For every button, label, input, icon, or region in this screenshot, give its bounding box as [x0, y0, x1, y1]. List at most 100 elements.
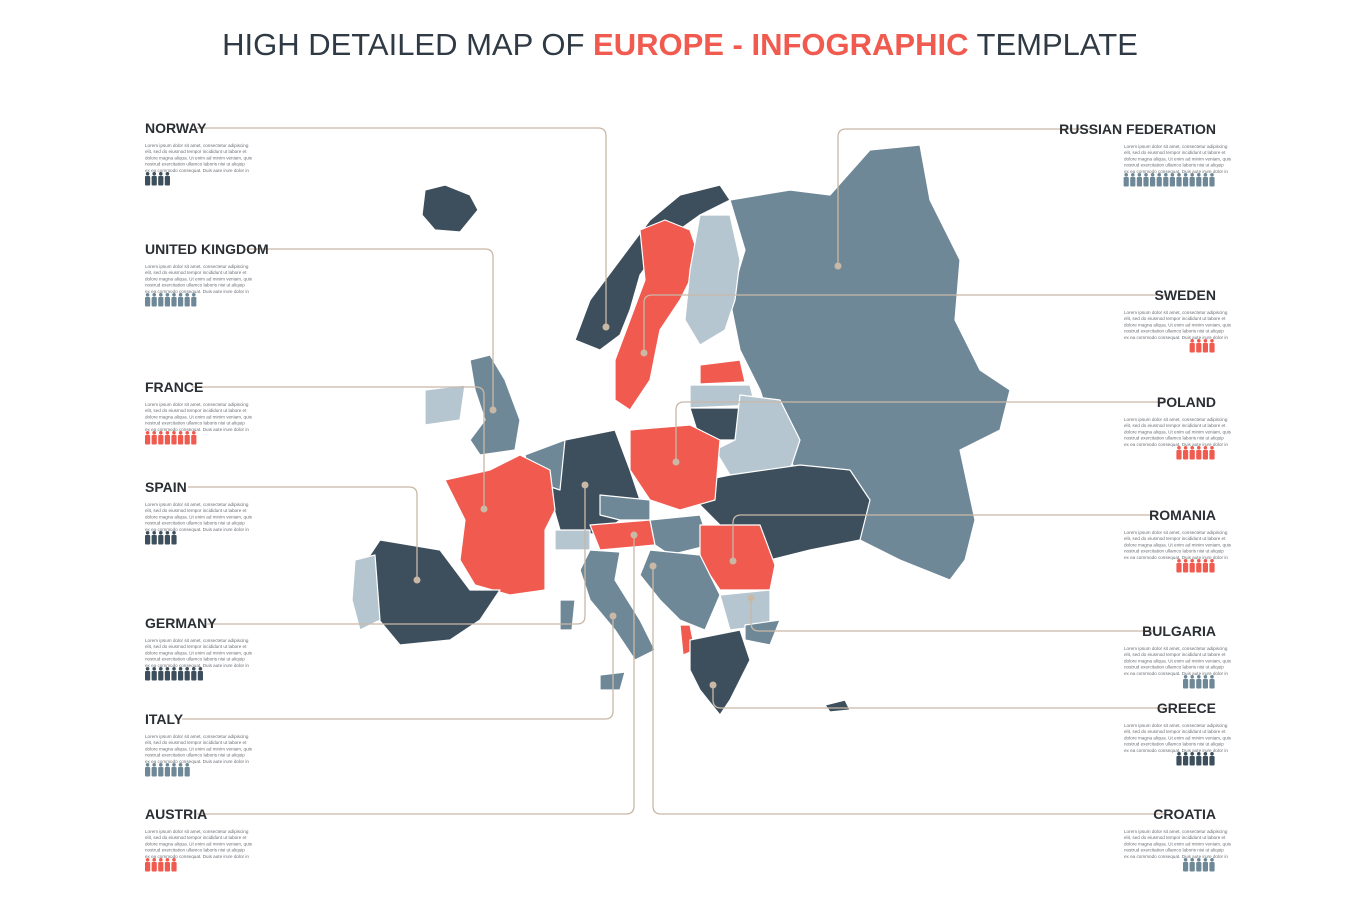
turkey [744, 619, 781, 646]
person-icon [151, 858, 157, 872]
person-head [1210, 446, 1214, 450]
person-icon [164, 172, 170, 186]
person-body [145, 671, 151, 681]
person-head [1170, 173, 1175, 177]
leader-line [675, 401, 1166, 462]
description-line: nostrud exercitation ullamco laboris nis… [145, 421, 245, 426]
person-head [159, 858, 163, 862]
person-body [1189, 862, 1195, 872]
person-body [197, 671, 203, 681]
person-head [152, 858, 156, 862]
description-line: dolore magna aliqua. Ut enim ad minim ve… [1124, 542, 1232, 547]
people-row [145, 531, 177, 545]
person-icon [158, 172, 164, 186]
sardinia [559, 599, 576, 631]
person-icon [1189, 339, 1195, 353]
person-icon [1209, 752, 1215, 766]
person-icon [171, 293, 177, 307]
person-body [1196, 450, 1202, 460]
marker-dot [630, 531, 638, 539]
description-line: elit, sed do eiusmod tempor incididunt u… [1124, 316, 1226, 321]
person-head [1183, 675, 1188, 679]
description-line: Lorem ipsum dolor sit amet, consectetur … [1124, 723, 1228, 728]
marker-dot [729, 557, 737, 565]
description-line: Lorem ipsum dolor sit amet, consectetur … [145, 502, 249, 507]
person-head [1137, 173, 1142, 177]
person-head [145, 667, 150, 671]
country-label: SPAIN [145, 479, 187, 495]
description-line: elit, sed do eiusmod tempor incididunt u… [1124, 150, 1226, 155]
person-icon [184, 431, 190, 445]
description-line: nostrud exercitation ullamco laboris nis… [1124, 436, 1224, 441]
person-icon [171, 531, 177, 545]
person-head [1197, 173, 1201, 177]
person-body [1176, 563, 1182, 573]
description-line: dolore magna aliqua. Ut enim ad minim ve… [145, 841, 253, 846]
country-block: SWEDEN Lorem ipsum dolor sit amet, consec… [1124, 287, 1232, 353]
person-body [191, 297, 197, 307]
person-head [1203, 173, 1208, 177]
person-body [158, 535, 164, 545]
people-row [145, 858, 177, 872]
person-head [145, 431, 150, 435]
person-icon [164, 431, 170, 445]
person-icon [145, 763, 151, 777]
leader-line [750, 598, 1155, 632]
person-head [1210, 675, 1214, 679]
country-block: RUSSIAN FEDERATION Lorem ipsum dolor sit … [1059, 121, 1232, 187]
person-icon [1209, 446, 1215, 460]
person-head [159, 667, 163, 671]
country-label: CROATIA [1153, 806, 1216, 822]
marker-dot [413, 576, 421, 584]
description-line: dolore magna aliqua. Ut enim ad minim ve… [1124, 156, 1232, 161]
person-icon [1209, 339, 1215, 353]
person-head [1144, 173, 1148, 177]
austria [589, 519, 656, 551]
description-line: dolore magna aliqua. Ut enim ad minim ve… [145, 514, 253, 519]
country-block: BULGARIA Lorem ipsum dolor sit amet, cons… [1124, 623, 1232, 689]
title-part: TEMPLATE [969, 27, 1138, 62]
person-icon [164, 763, 170, 777]
person-icon [158, 667, 164, 681]
person-icon [1130, 173, 1136, 187]
country-label: UNITED KINGDOM [145, 241, 269, 257]
country-block: CROATIA Lorem ipsum dolor sit amet, conse… [1124, 806, 1232, 872]
person-icon [1176, 559, 1182, 573]
country-label: RUSSIAN FEDERATION [1059, 121, 1216, 137]
marker-dot [747, 594, 755, 602]
person-head [159, 531, 163, 535]
person-icon [158, 293, 164, 307]
person-icon [171, 667, 177, 681]
description-line: ex ea commodo consequat. Duis aute irure… [145, 527, 249, 532]
person-head [145, 763, 150, 767]
marker-dot [609, 612, 617, 620]
person-icon [158, 431, 164, 445]
person-body [171, 671, 177, 681]
description-line: nostrud exercitation ullamco laboris nis… [145, 657, 245, 662]
person-head [1197, 675, 1201, 679]
person-head [185, 763, 189, 767]
estonia [699, 359, 746, 385]
country-label: SWEDEN [1155, 287, 1216, 303]
title: HIGH DETAILED MAP OF EUROPE - INFOGRAPHI… [222, 27, 1138, 62]
person-body [1169, 177, 1175, 187]
description-line: ex ea commodo consequat. Duis aute irure… [145, 759, 249, 764]
person-head [1183, 173, 1188, 177]
person-icon [145, 531, 151, 545]
person-icon [1196, 675, 1202, 689]
person-head [1190, 675, 1194, 679]
leader-line [837, 128, 1090, 266]
person-body [1183, 862, 1189, 872]
leader-line [197, 535, 635, 815]
person-head [1210, 339, 1214, 343]
description-line: nostrud exercitation ullamco laboris nis… [145, 162, 245, 167]
country-block: FRANCE Lorem ipsum dolor sit amet, consec… [145, 379, 253, 445]
balkans [639, 549, 721, 631]
description-line: ex ea commodo consequat. Duis aute irure… [1124, 854, 1228, 859]
person-icon [145, 172, 151, 186]
person-head [165, 667, 170, 671]
person-body [1202, 563, 1208, 573]
person-body [151, 176, 157, 186]
person-icon [171, 858, 177, 872]
